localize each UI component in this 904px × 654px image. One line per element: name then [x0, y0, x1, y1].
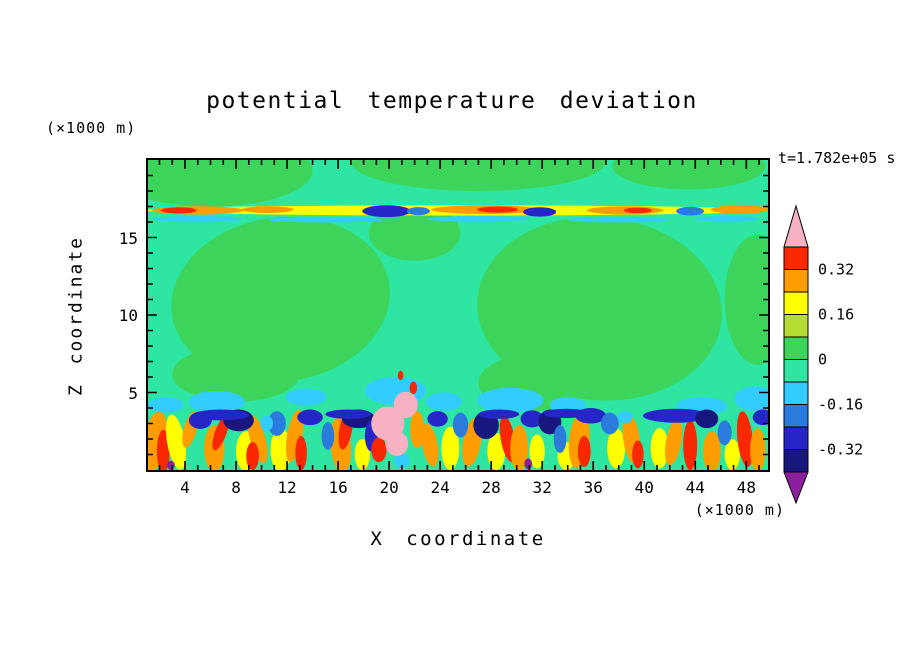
colorbar-segment: [783, 381, 809, 405]
x-tick-label: 48: [736, 478, 756, 497]
colorbar-segment: [783, 449, 809, 473]
time-annotation: t=1.782e+05 s: [778, 149, 896, 167]
y-tick-label: 10: [118, 306, 138, 325]
colorbar-segment: [783, 246, 809, 270]
x-tick-label: 32: [532, 478, 552, 497]
x-tick-label: 24: [430, 478, 450, 497]
colorbar-segment: [783, 291, 809, 315]
colorbar-label: -0.16: [818, 396, 863, 414]
colorbar-segment: [783, 269, 809, 293]
x-tick-label: 36: [583, 478, 603, 497]
contour-field-canvas: [148, 160, 768, 470]
colorbar-segment: [783, 314, 809, 338]
x-axis-unit-label: (×1000 m): [694, 501, 785, 519]
colorbar-label: 0: [818, 351, 827, 369]
colorbar-under-arrow: [783, 471, 809, 505]
x-tick-label: 4: [180, 478, 190, 497]
colorbar-segment: [783, 359, 809, 383]
y-axis-title: Z coordinate: [65, 235, 87, 397]
x-tick-label: 28: [481, 478, 501, 497]
y-tick-label: 5: [128, 383, 138, 403]
colorbar-segment: [783, 336, 809, 360]
colorbar-label: 0.16: [818, 306, 854, 324]
x-tick-label: 8: [231, 478, 241, 497]
colorbar-label: 0.32: [818, 261, 854, 279]
x-tick-label: 16: [328, 478, 348, 497]
x-tick-label: 12: [277, 478, 297, 497]
y-axis-unit-label: (×1000 m): [46, 119, 137, 137]
x-tick-label: 20: [379, 478, 399, 497]
colorbar-segment: [783, 426, 809, 450]
colorbar-label: -0.32: [818, 441, 863, 459]
x-tick-label: 40: [634, 478, 654, 497]
y-tick-label: 15: [118, 228, 138, 248]
x-tick-label: 44: [685, 478, 705, 497]
colorbar: 0.32 0.16 0 -0.16 -0.32: [783, 204, 863, 505]
colorbar-segment: [783, 404, 809, 428]
plot-area: [146, 158, 770, 472]
colorbar-over-arrow: [783, 204, 809, 248]
chart-title: potential temperature deviation: [206, 88, 698, 114]
x-axis-title: X coordinate: [370, 528, 546, 550]
